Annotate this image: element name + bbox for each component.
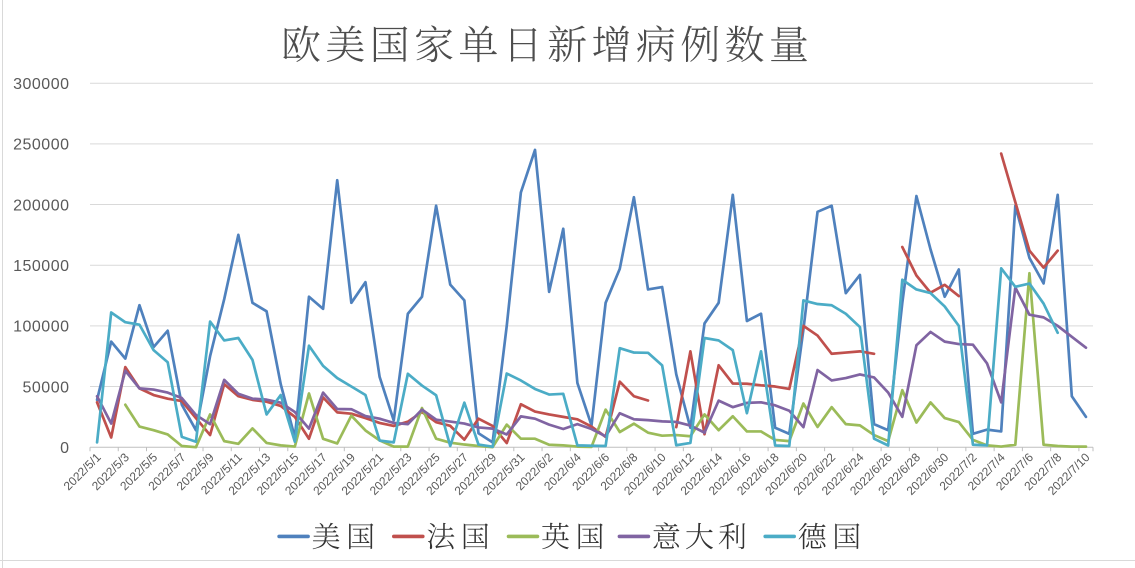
svg-text:200000: 200000 [13, 197, 69, 214]
svg-text:100000: 100000 [13, 319, 69, 336]
svg-text:50000: 50000 [23, 379, 70, 396]
svg-text:0: 0 [60, 440, 69, 457]
svg-text:250000: 250000 [13, 137, 69, 154]
svg-text:150000: 150000 [13, 258, 69, 275]
svg-text:300000: 300000 [13, 76, 69, 93]
